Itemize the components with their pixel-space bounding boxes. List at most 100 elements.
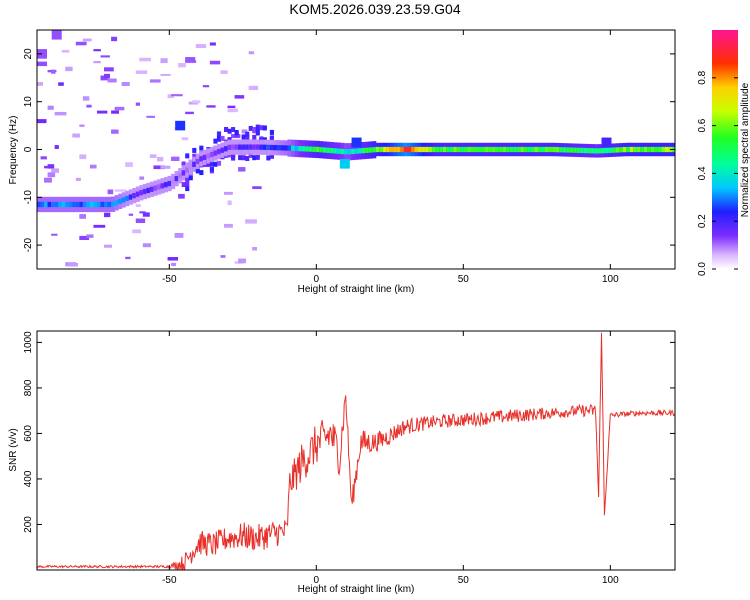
spectrogram-noise-cell xyxy=(160,58,168,64)
spectrogram-noise-cell xyxy=(238,258,247,264)
spectrogram-ridge-cell xyxy=(523,146,529,153)
spectrogram-spread-cell xyxy=(269,135,274,141)
spectrogram-noise-cell xyxy=(44,177,52,183)
spectrogram-ridge-cell xyxy=(305,146,310,152)
spectrogram-ridge-cell xyxy=(629,146,634,153)
spectrogram-ridge-cell xyxy=(513,146,518,153)
spectrogram-ridge-cell xyxy=(104,201,109,208)
spectrogram-ridge-cell xyxy=(587,148,592,154)
spectrogram-ridge-cell xyxy=(301,146,306,152)
spectrogram-spread-cell xyxy=(245,156,250,162)
spectrogram-noise-cell xyxy=(202,85,210,88)
spectrogram-spread-cell xyxy=(241,134,246,140)
spectrogram-spread-cell xyxy=(185,186,190,192)
spectrogram-noise-cell xyxy=(121,82,130,87)
spectrogram-ridge-cell xyxy=(460,146,465,153)
spectrogram-noise-cell xyxy=(79,235,90,241)
spectrogram-noise-cell xyxy=(100,55,110,58)
spectrogram-noise-cell xyxy=(146,115,156,118)
spectrogram-spread-cell xyxy=(199,145,204,151)
spectrogram-ridge-cell xyxy=(65,201,70,208)
spectrogram-noise-cell xyxy=(47,172,56,178)
spectrogram-ridge-cell xyxy=(132,192,137,199)
spectrogram-noise-cell xyxy=(142,243,151,248)
y-tick-label: 1000 xyxy=(23,331,34,354)
spectrogram-noise-cell xyxy=(135,204,141,207)
spectrogram-ridge-cell xyxy=(139,190,144,196)
spectrogram-ridge-cell xyxy=(566,147,571,153)
spectrogram-noise-cell xyxy=(178,193,185,199)
spectrogram-spread-cell xyxy=(216,135,222,141)
spectrogram-ridge-cell xyxy=(266,144,271,151)
spectrogram-ridge-cell xyxy=(343,149,349,155)
spectrogram-ridge-cell xyxy=(326,147,331,153)
spectrogram-spread-cell xyxy=(199,170,204,176)
spectrogram-ridge-cell xyxy=(100,201,105,208)
spectrogram-ridge-cell xyxy=(234,144,239,150)
snr-y-ticks: 200 400 600 800 1000 xyxy=(23,331,675,533)
x-tick-label: 0 xyxy=(314,575,320,586)
spectrogram-ridge-cell xyxy=(657,146,663,153)
spectrogram-noise-cell xyxy=(156,156,164,162)
spectrogram-ridge-cell xyxy=(601,148,606,154)
spectrogram-noise-cell xyxy=(89,164,97,169)
spectrogram-noise-cell xyxy=(252,247,257,251)
spectrogram-ridge-cell xyxy=(252,144,257,150)
spectrogram-ridge-cell xyxy=(661,146,666,153)
spectrogram-noise-cell xyxy=(82,96,90,101)
spectrogram-ridge-cell xyxy=(562,147,567,153)
spectrogram-noise-cell xyxy=(93,224,106,228)
spectrogram-ridge-cell xyxy=(75,201,80,208)
spectrogram-ridge-cell xyxy=(276,145,282,151)
spectrogram-ridge-cell xyxy=(365,147,370,153)
spectrogram-noise-cell xyxy=(181,137,189,141)
spectrogram-spread-cell xyxy=(255,130,260,136)
x-tick-label: 50 xyxy=(458,274,470,285)
spectrogram-spread-cell xyxy=(252,155,257,161)
spectrogram-spread-cell xyxy=(266,155,271,161)
spectrogram-noise-cell xyxy=(51,69,56,74)
spectrogram-ridge-cell xyxy=(488,146,493,153)
spectrogram-feature-cell xyxy=(601,137,612,148)
spectrogram-spread-cell xyxy=(252,128,257,134)
colorbar-tick-label: 0.0 xyxy=(697,262,708,276)
spectrogram-noise-cell xyxy=(104,244,112,248)
spectrogram-ridge-cell xyxy=(534,146,539,153)
spectrogram-ridge-cell xyxy=(597,148,603,154)
chart-title: KOM5.2026.039.23.59.G04 xyxy=(289,1,461,17)
spectrogram-ridge-cell xyxy=(283,145,289,151)
spectrogram-spread-cell xyxy=(223,127,229,133)
spectrogram-noise-cell xyxy=(139,211,146,214)
spectrogram-ridge-cell xyxy=(650,146,656,153)
spectrogram-ridge-cell xyxy=(107,201,112,208)
spectrogram-noise-cell xyxy=(86,234,94,238)
spectrogram-ridge-cell xyxy=(425,146,430,153)
spectrogram-ridge-cell xyxy=(555,147,560,153)
spectrogram-noise-cell xyxy=(132,229,141,234)
spectrogram-ridge-cell xyxy=(37,201,42,208)
spectrogram-ridge-cell xyxy=(485,146,490,153)
spectrogram-feature-cell xyxy=(351,137,362,148)
spectrogram-ridge-cell xyxy=(340,148,345,155)
spectrogram-ridge-cell xyxy=(96,201,102,208)
spectrogram-ridge-cell xyxy=(231,144,236,150)
spectrogram-ridge-cell xyxy=(51,201,56,208)
spectrogram-noise-cell xyxy=(93,49,101,52)
spectrogram-ridge-cell xyxy=(128,194,133,200)
spectrogram-ridge-cell xyxy=(149,186,155,192)
spectrogram-ridge-cell xyxy=(492,146,497,153)
spectrogram-noise-cell xyxy=(40,156,47,160)
spectrogram-noise-cell xyxy=(185,111,194,115)
spectrogram-ridge-cell xyxy=(202,154,207,161)
spectrogram-noise-cell xyxy=(111,129,119,134)
spectrogram-spread-cell xyxy=(269,153,274,159)
spectrogram-noise-cell xyxy=(167,257,179,261)
spectrogram-ridge-cell xyxy=(594,148,599,154)
spectrogram-ridge-cell xyxy=(537,146,543,153)
spectrogram-noise-cell xyxy=(93,61,101,64)
spectrogram-ridge-cell xyxy=(209,151,215,158)
spectrogram-ridge-cell xyxy=(665,146,670,153)
spectrogram-ridge-cell xyxy=(125,195,130,202)
spectrogram-noise-cell xyxy=(252,186,262,190)
